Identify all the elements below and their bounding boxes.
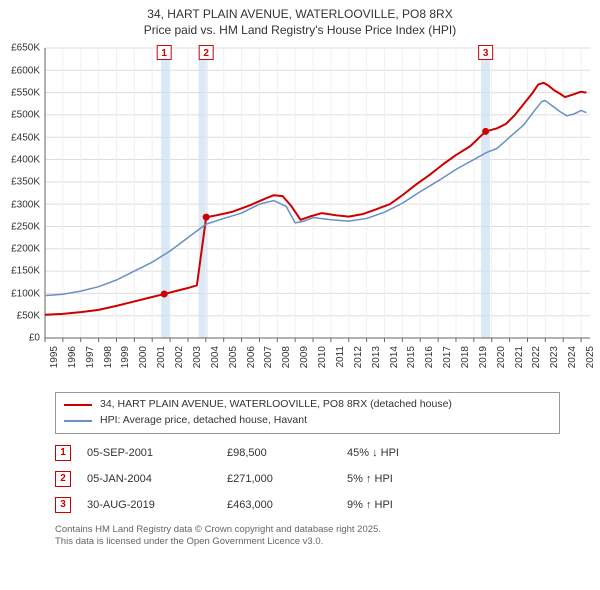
x-tick-label: 1999 [120, 346, 131, 368]
y-tick-label: £0 [2, 333, 40, 344]
sale-hpi-delta: 9% ↑ HPI [347, 499, 487, 511]
legend-label: 34, HART PLAIN AVENUE, WATERLOOVILLE, PO… [100, 397, 452, 413]
svg-text:1: 1 [161, 48, 167, 59]
x-tick-label: 2014 [389, 346, 400, 368]
chart-title: 34, HART PLAIN AVENUE, WATERLOOVILLE, PO… [0, 0, 600, 38]
y-tick-label: £200K [2, 244, 40, 255]
x-tick-label: 2010 [317, 346, 328, 368]
y-tick-label: £50K [2, 311, 40, 322]
x-tick-label: 2021 [514, 346, 525, 368]
x-tick-label: 1997 [85, 346, 96, 368]
x-tick-label: 2001 [156, 346, 167, 368]
x-tick-label: 2007 [263, 346, 274, 368]
y-tick-label: £450K [2, 132, 40, 143]
x-tick-label: 2000 [138, 346, 149, 368]
legend-label: HPI: Average price, detached house, Hava… [100, 413, 307, 429]
legend-swatch [64, 404, 92, 406]
svg-text:2: 2 [203, 48, 209, 59]
sale-marker-box: 3 [55, 497, 71, 513]
y-tick-label: £650K [2, 43, 40, 54]
sale-price: £98,500 [227, 447, 347, 459]
x-tick-label: 2002 [174, 346, 185, 368]
x-tick-label: 2022 [531, 346, 542, 368]
x-tick-label: 2018 [460, 346, 471, 368]
x-tick-label: 2006 [246, 346, 257, 368]
x-tick-label: 2009 [299, 346, 310, 368]
x-tick-label: 1996 [67, 346, 78, 368]
y-tick-label: £500K [2, 110, 40, 121]
x-tick-label: 2025 [585, 346, 596, 368]
legend-row: 34, HART PLAIN AVENUE, WATERLOOVILLE, PO… [64, 397, 551, 413]
sales-row: 2 05-JAN-2004£271,0005% ↑ HPI [55, 466, 560, 492]
x-tick-label: 2017 [442, 346, 453, 368]
x-tick-label: 2024 [567, 346, 578, 368]
legend: 34, HART PLAIN AVENUE, WATERLOOVILLE, PO… [55, 392, 560, 434]
x-tick-label: 2004 [210, 346, 221, 368]
x-tick-label: 2015 [406, 346, 417, 368]
sale-hpi-delta: 5% ↑ HPI [347, 473, 487, 485]
x-tick-label: 2019 [478, 346, 489, 368]
sale-marker-box: 1 [55, 445, 71, 461]
title-subtitle: Price paid vs. HM Land Registry's House … [0, 22, 600, 38]
sale-price: £463,000 [227, 499, 347, 511]
sale-price: £271,000 [227, 473, 347, 485]
sale-date: 05-JAN-2004 [87, 473, 227, 485]
y-tick-label: £350K [2, 177, 40, 188]
legend-swatch [64, 420, 92, 422]
footer-line-2: This data is licensed under the Open Gov… [55, 536, 560, 548]
x-tick-label: 1998 [103, 346, 114, 368]
y-tick-label: £550K [2, 87, 40, 98]
title-address: 34, HART PLAIN AVENUE, WATERLOOVILLE, PO… [0, 6, 600, 22]
x-tick-label: 2013 [371, 346, 382, 368]
footer-attribution: Contains HM Land Registry data © Crown c… [55, 524, 560, 549]
y-tick-label: £300K [2, 199, 40, 210]
sale-date: 30-AUG-2019 [87, 499, 227, 511]
x-tick-label: 2011 [335, 346, 346, 368]
footer-line-1: Contains HM Land Registry data © Crown c… [55, 524, 560, 536]
y-tick-label: £100K [2, 288, 40, 299]
svg-text:3: 3 [483, 48, 489, 59]
x-tick-label: 2008 [281, 346, 292, 368]
price-chart: 1 2 3 £0 £50K £100K £150K £200K £250K £300K £350K… [0, 38, 600, 388]
x-tick-label: 2020 [496, 346, 507, 368]
x-tick-label: 2005 [228, 346, 239, 368]
chart-svg: 1 2 3 [0, 38, 600, 388]
sale-marker-box: 2 [55, 471, 71, 487]
y-tick-label: £250K [2, 221, 40, 232]
sale-date: 05-SEP-2001 [87, 447, 227, 459]
legend-row: HPI: Average price, detached house, Hava… [64, 413, 551, 429]
x-tick-label: 2003 [192, 346, 203, 368]
sales-row: 3 30-AUG-2019£463,0009% ↑ HPI [55, 492, 560, 518]
x-tick-label: 1995 [49, 346, 60, 368]
sale-hpi-delta: 45% ↓ HPI [347, 447, 487, 459]
sales-table: 1 05-SEP-2001£98,50045% ↓ HPI 2 05-JAN-2004… [55, 440, 560, 518]
y-tick-label: £400K [2, 154, 40, 165]
x-tick-label: 2012 [353, 346, 364, 368]
x-tick-label: 2016 [424, 346, 435, 368]
x-tick-label: 2023 [549, 346, 560, 368]
sales-row: 1 05-SEP-2001£98,50045% ↓ HPI [55, 440, 560, 466]
y-tick-label: £600K [2, 65, 40, 76]
y-tick-label: £150K [2, 266, 40, 277]
